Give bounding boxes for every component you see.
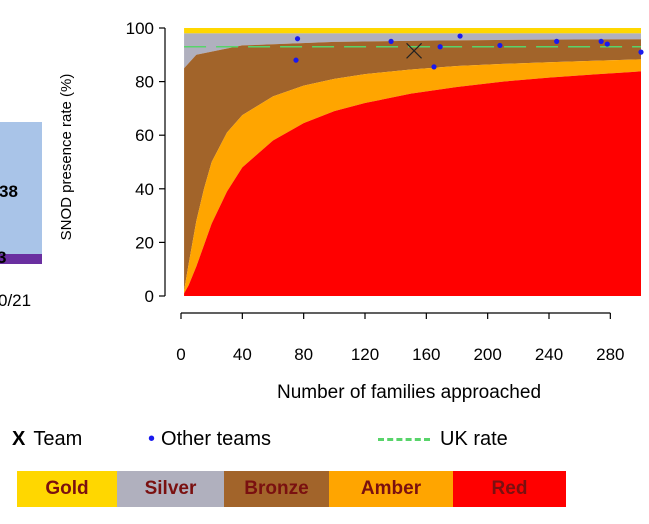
legend-label-other-teams: Other teams: [161, 428, 272, 450]
y-tick-label: 60: [135, 126, 154, 145]
dashed-line-icon: [378, 438, 430, 441]
band-red: Red: [453, 471, 566, 507]
left-fragment-value-bottom: 3: [0, 248, 7, 267]
x-tick-label: 40: [233, 345, 252, 364]
other-team-point: [554, 38, 560, 45]
legend-label-team: Team: [33, 428, 83, 450]
left-chart-fragment: 38 3 0/21: [0, 0, 80, 320]
other-team-point: [294, 36, 301, 42]
legend-item-other-teams: • Other teams: [148, 428, 271, 451]
y-tick-label: 100: [126, 19, 154, 38]
plot-area: [184, 28, 644, 296]
team-marker: [406, 42, 422, 59]
left-fragment-category-label: 0/21: [0, 291, 32, 310]
funnel-chart: 0 20 40 60 80 100 0 40 80 120 160 200 240 280 SNOD pr…: [58, 19, 644, 403]
x-tick-label: 200: [473, 345, 501, 364]
band-area-amber: [184, 59, 642, 294]
band-area-gold: [184, 28, 642, 34]
band-area-red: [184, 71, 642, 296]
legend-item-uk-rate: UK rate: [378, 428, 508, 451]
other-team-point: [638, 49, 644, 55]
team-marker-icon: X: [12, 428, 26, 450]
other-team-point: [437, 44, 443, 50]
legend-label-uk-rate: UK rate: [440, 428, 508, 450]
x-tick-label: 0: [176, 345, 185, 364]
x-tick-label: 120: [351, 345, 379, 364]
other-team-point: [497, 42, 503, 49]
other-team-point: [293, 57, 299, 63]
y-axis-label: SNOD presence rate (%): [58, 74, 75, 241]
band-area-bronze: [184, 39, 642, 291]
y-tick-label: 20: [135, 233, 154, 252]
band-area-silver: [184, 33, 642, 69]
legend: X Team • Other teams UK rate: [0, 428, 649, 468]
x-tick-label: 240: [535, 345, 563, 364]
other-team-point: [604, 41, 610, 47]
left-fragment-bar-base: [0, 254, 42, 264]
axes: 0 20 40 60 80 100 0 40 80 120 160 200 240 280: [126, 19, 625, 364]
x-tick-label: 280: [596, 345, 624, 364]
x-tick-label: 160: [412, 345, 440, 364]
legend-item-team: X Team: [12, 428, 82, 451]
team-marker-stroke: [406, 42, 422, 59]
rating-band-strip: Gold Silver Bronze Amber Red: [17, 471, 566, 507]
other-team-point: [457, 33, 463, 39]
left-fragment-bar: [0, 122, 42, 254]
dot-icon: •: [148, 428, 156, 450]
left-fragment-value-top: 38: [0, 182, 18, 201]
y-tick-label: 40: [135, 180, 154, 199]
y-tick-label: 80: [135, 73, 154, 92]
x-axis-label: Number of families approached: [277, 382, 541, 403]
band-silver: Silver: [117, 471, 224, 507]
other-team-point: [388, 38, 394, 45]
other-team-point: [431, 64, 437, 70]
other-team-point: [598, 38, 604, 45]
band-gold: Gold: [17, 471, 117, 507]
x-tick-label: 80: [294, 345, 313, 364]
band-bronze: Bronze: [224, 471, 329, 507]
band-amber: Amber: [329, 471, 453, 507]
y-tick-label: 0: [145, 287, 154, 306]
